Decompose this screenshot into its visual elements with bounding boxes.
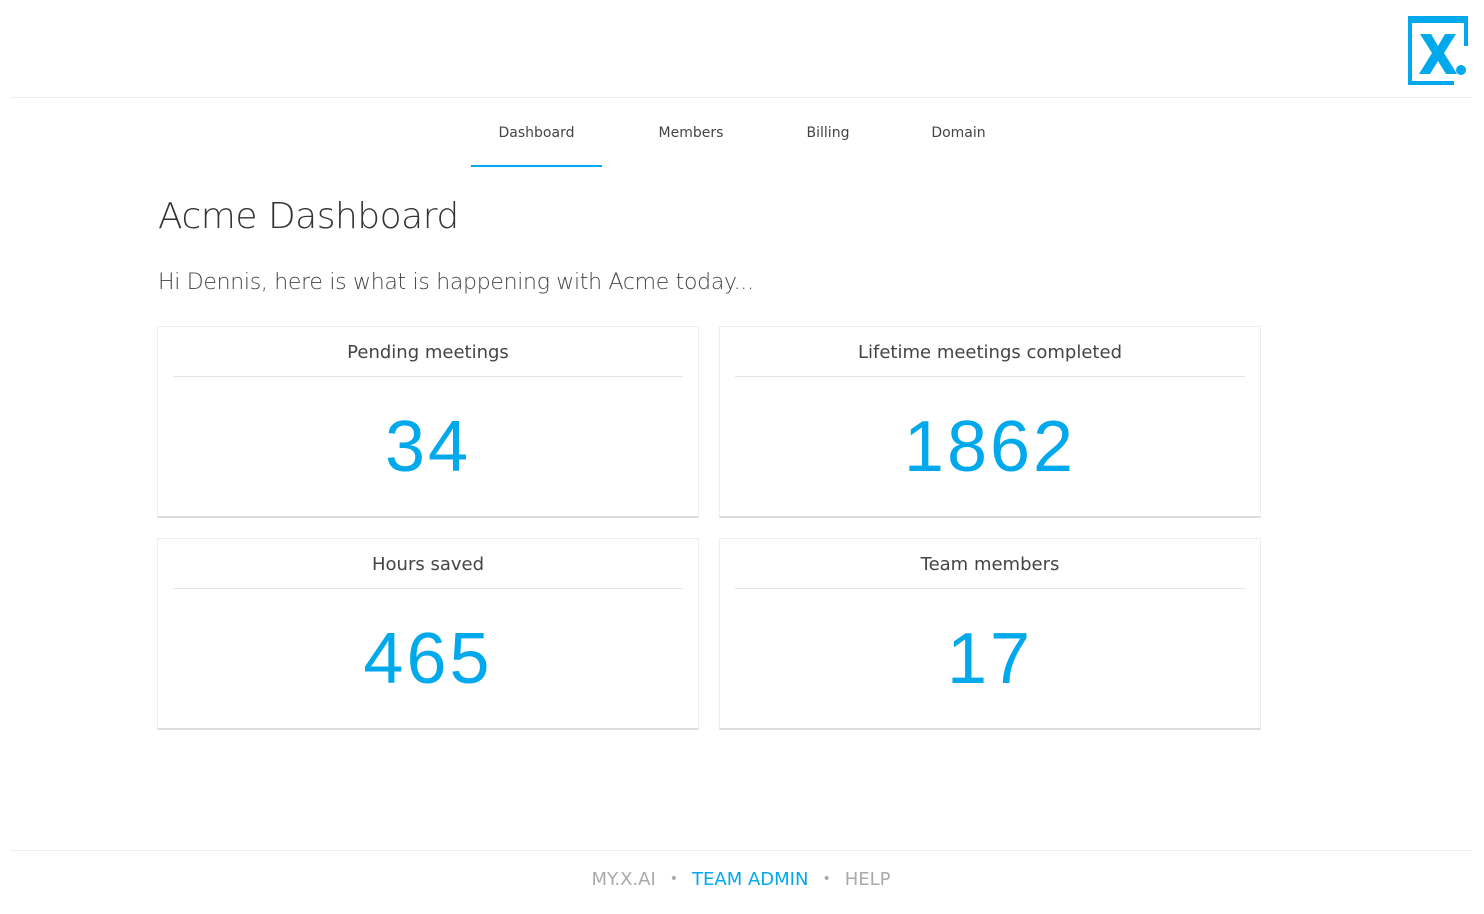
stat-value: 17	[946, 619, 1034, 699]
footer-link-team-admin[interactable]: TEAM ADMIN	[692, 869, 809, 890]
stat-card-lifetime-meetings: Lifetime meetings completed 1862	[719, 326, 1261, 518]
tab-members[interactable]: Members	[658, 125, 724, 141]
stat-card-pending-meetings: Pending meetings 34	[157, 326, 699, 518]
separator: •	[669, 871, 679, 887]
separator: •	[822, 871, 831, 887]
tab-billing[interactable]: Billing	[806, 125, 850, 141]
footer: MY.X.AI • TEAM ADMIN • HELP	[10, 850, 1472, 914]
page-title: Acme Dashboard	[158, 196, 459, 237]
x-ai-logo[interactable]	[1408, 16, 1468, 85]
stat-value: 465	[363, 619, 493, 699]
stat-value: 34	[384, 407, 472, 487]
stat-title: Team members	[735, 539, 1245, 589]
tab-domain[interactable]: Domain	[931, 125, 986, 141]
stat-card-team-members: Team members 17	[719, 538, 1261, 730]
stat-title: Lifetime meetings completed	[735, 327, 1245, 377]
stat-title: Hours saved	[173, 539, 683, 589]
stat-value: 1862	[903, 407, 1077, 487]
stat-card-hours-saved: Hours saved 465	[157, 538, 699, 730]
footer-link-my-x-ai[interactable]: MY.X.AI	[591, 869, 656, 890]
header	[10, 0, 1472, 98]
page-subtitle: Hi Dennis, here is what is happening wit…	[158, 270, 754, 295]
tab-dashboard[interactable]: Dashboard	[471, 98, 602, 167]
main-nav: Dashboard Members Billing Domain	[471, 98, 1041, 167]
stat-title: Pending meetings	[173, 327, 683, 377]
footer-link-help[interactable]: HELP	[844, 869, 891, 890]
